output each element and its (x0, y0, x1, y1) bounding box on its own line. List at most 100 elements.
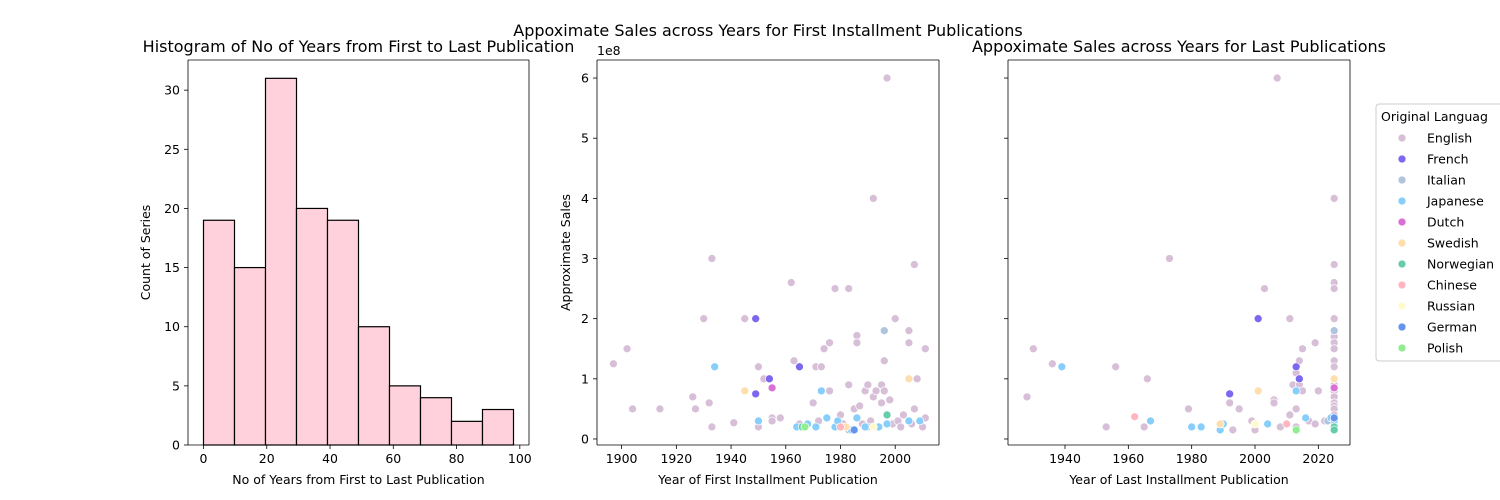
scatter-point (1301, 413, 1311, 423)
x-tick-label: 1940 (715, 451, 747, 466)
histogram-bar (233, 266, 267, 446)
y-tick-label: 15 (164, 260, 180, 275)
scatter-point (699, 314, 709, 324)
scatter-point (855, 401, 865, 411)
legend-frame (1375, 103, 1500, 362)
figure-suptitle: Appoximate Sales across Years for First … (513, 21, 1022, 40)
x-tick-label: 20 (259, 451, 275, 466)
legend-label: Swedish (1427, 236, 1479, 251)
scatter-point (808, 398, 818, 408)
legend-label: Chinese (1427, 278, 1477, 293)
scatter-point (704, 398, 714, 408)
scatter-point (795, 362, 804, 372)
scatter-point (754, 416, 763, 426)
scatter-point (879, 326, 889, 336)
scatter-point (688, 392, 698, 402)
scatter-point (729, 418, 739, 428)
histogram-panel: 0 20 40 60 80 100 0 5 10 15 20 25 30 Histogram of No … (138, 37, 574, 487)
scatter-point (1285, 314, 1295, 324)
y-tick-label: 2 (581, 311, 589, 326)
scatter-point (852, 338, 862, 348)
legend-marker (1397, 322, 1407, 332)
legend-label: Italian (1427, 173, 1466, 188)
scatter-point (751, 314, 761, 324)
histogram-bar (481, 408, 515, 446)
scatter-point (1263, 419, 1273, 429)
scatter-point (1329, 314, 1339, 324)
y-tick-label: 20 (164, 201, 180, 216)
scatter-point (1329, 284, 1339, 293)
scatter-point (1310, 419, 1320, 429)
histogram-bar (326, 219, 360, 446)
scatter-point (1298, 344, 1307, 354)
histogram-bar (202, 219, 236, 446)
scatter-point (849, 425, 859, 435)
scatter-point (609, 359, 618, 369)
scatter-point (1234, 404, 1244, 414)
scatter-point (1329, 425, 1339, 435)
legend-marker (1397, 175, 1407, 185)
x-tick-label: 2020 (1302, 451, 1334, 466)
legend-label: Dutch (1427, 215, 1464, 230)
scatter-point (868, 194, 878, 203)
x-tick-label: 1980 (825, 451, 857, 466)
scatter-point (904, 326, 914, 336)
scatter-point (817, 362, 826, 372)
x-tick-label: 100 (508, 451, 532, 466)
scatter-point (1253, 314, 1263, 324)
legend-marker (1397, 301, 1407, 311)
histogram-bar (264, 77, 298, 446)
legend: Original Languag English French Italian Japa… (1375, 103, 1500, 362)
scatter-point (1310, 338, 1320, 348)
scatter-point (1291, 425, 1301, 435)
scatter-point (1142, 374, 1152, 384)
scatter-point (1228, 425, 1238, 435)
legend-marker (1397, 217, 1407, 227)
legend-marker (1397, 133, 1407, 143)
x-tick-label: 2000 (1239, 451, 1271, 466)
legend-marker (1397, 259, 1407, 269)
scatter-point (707, 254, 717, 263)
x-axis-label: Year of Last Installment Publication (1068, 472, 1288, 487)
scatter-point (904, 374, 914, 384)
x-tick-label: 1980 (1176, 451, 1208, 466)
y-tick-label: 0 (581, 431, 589, 446)
x-axis-label: Year of First Installment Publication (657, 472, 878, 487)
scatter-point (882, 410, 892, 420)
x-tick-label: 80 (449, 451, 465, 466)
scatter-point (885, 395, 895, 405)
scatter-point (1022, 392, 1032, 402)
histogram-bar (450, 420, 484, 446)
scatter-point (1329, 194, 1339, 203)
scatter-point (1187, 422, 1197, 432)
scatter-point (740, 386, 750, 396)
scatter-point (1225, 398, 1235, 408)
scatter-point (852, 331, 862, 340)
scatter-point (786, 278, 796, 287)
x-axis-label: No of Years from First to Last Publicati… (232, 472, 484, 487)
scatter-point (707, 422, 717, 432)
scatter-point (890, 314, 900, 324)
histogram-bar (357, 326, 391, 446)
scatter-point (1146, 416, 1155, 426)
scatter-point (754, 362, 763, 372)
y-tick-label: 30 (164, 83, 180, 98)
histogram-bar (419, 397, 453, 446)
y-axis-label: Approximate Sales (558, 194, 573, 311)
scatter-point (868, 422, 878, 432)
scatter-point (1291, 386, 1301, 396)
scatter-point (817, 386, 826, 396)
scatter-point (655, 404, 665, 414)
scatter-point (904, 416, 914, 426)
scatter-point (1047, 359, 1057, 369)
scatter-point (1184, 404, 1193, 414)
scatter-point (1130, 412, 1140, 422)
axes-title: Histogram of No of Years from First to L… (143, 37, 575, 56)
y-tick-label: 5 (172, 378, 180, 393)
scatter-point (1028, 344, 1038, 354)
scatter-point (1269, 398, 1279, 408)
scatter-point (1253, 386, 1263, 396)
x-tick-label: 1960 (770, 451, 802, 466)
scatter-point (767, 416, 777, 426)
